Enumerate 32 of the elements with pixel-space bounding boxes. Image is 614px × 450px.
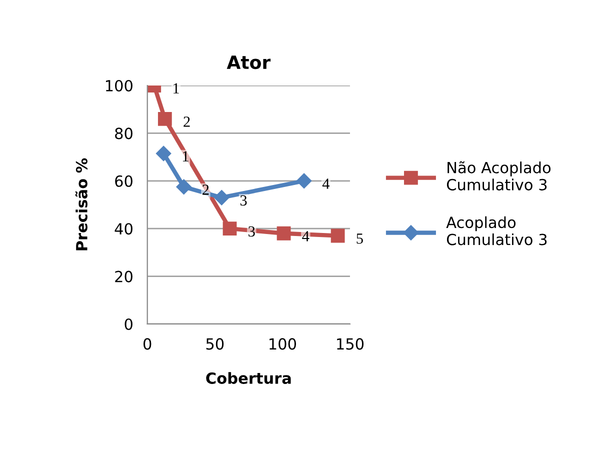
annotation: 3 — [248, 226, 255, 237]
annotation: 2 — [202, 184, 209, 195]
point — [214, 190, 230, 206]
point — [222, 222, 237, 236]
point — [330, 228, 345, 243]
legend-label: Não Acoplado Cumulativo 3 — [446, 161, 551, 190]
x-tick-label: 150 — [337, 338, 364, 350]
y-tick-label: 40 — [114, 223, 132, 235]
annotation: 2 — [184, 116, 190, 127]
y-tick-label: 60 — [115, 175, 132, 187]
point — [276, 226, 291, 240]
annotation: 3 — [240, 195, 247, 206]
annotation: 1 — [174, 83, 179, 94]
y-axis-title: Precisão % — [75, 158, 88, 250]
chart-title: Ator — [226, 56, 271, 70]
point — [158, 112, 172, 126]
x-tick-label: 100 — [270, 338, 296, 350]
annotation: 5 — [356, 234, 363, 244]
x-axis-title: Cobertura — [206, 372, 291, 384]
annotation: 4 — [322, 178, 330, 189]
annotation: 4 — [302, 231, 310, 242]
point — [296, 173, 312, 188]
y-tick-label: 20 — [115, 270, 132, 282]
point — [176, 179, 192, 194]
y-tick-label: 0 — [124, 318, 132, 330]
x-tick-label: 50 — [206, 338, 224, 350]
y-tick-label: 100 — [106, 80, 132, 92]
x-tick-label: 0 — [144, 338, 152, 350]
point — [156, 146, 172, 162]
annotation: 1 — [182, 151, 188, 162]
legend-label: Acoplado Cumulativo 3 — [446, 216, 547, 246]
y-tick-label: 80 — [115, 128, 132, 140]
